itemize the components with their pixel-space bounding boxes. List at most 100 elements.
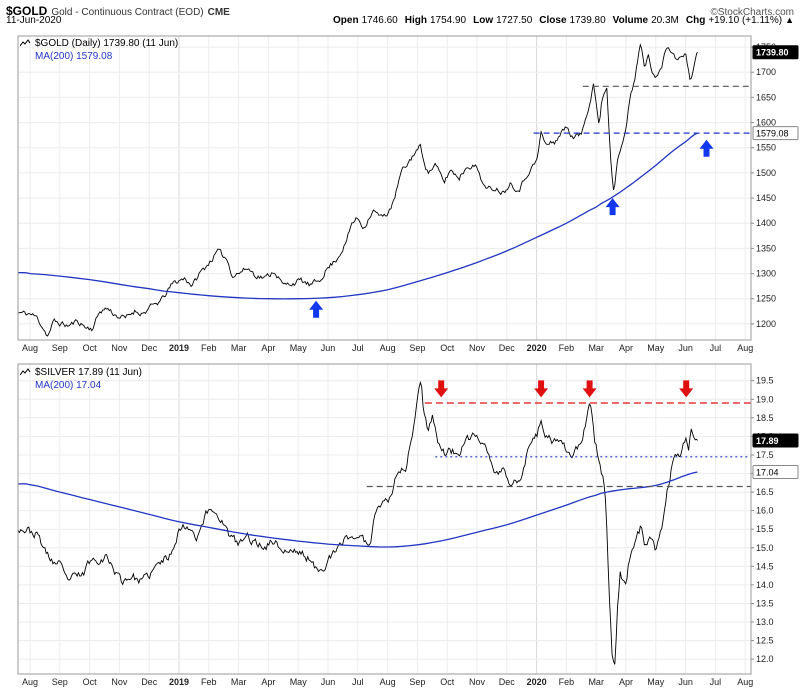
chart-date: 11-Jun-2020	[6, 15, 62, 26]
ma200-line	[18, 132, 698, 300]
y-tick-label: 16.0	[756, 506, 774, 516]
plot-border	[17, 363, 752, 675]
y-tick-label: 19.0	[756, 394, 774, 404]
price-label-text: 17.89	[756, 436, 779, 446]
x-tick-label: Apr	[261, 677, 275, 687]
x-tick-label: Feb	[559, 677, 575, 687]
x-tick-label: Mar	[588, 343, 604, 353]
x-tick-label: Aug	[380, 343, 396, 353]
down-arrow-annotation	[679, 380, 694, 398]
y-tick-label: 1550	[756, 143, 776, 153]
quote-label: Open	[333, 15, 359, 26]
y-tick-label: 1700	[756, 67, 776, 77]
quote-value: 1746.60	[361, 15, 398, 26]
x-tick-label: Jun	[678, 343, 693, 353]
x-tick-label: Oct	[83, 677, 98, 687]
x-tick-label: Sep	[52, 343, 68, 353]
x-tick-label: 2019	[169, 677, 189, 687]
y-tick-label: 1500	[756, 168, 776, 178]
y-tick-label: 15.5	[756, 524, 774, 534]
quote-value: 20.3M	[651, 15, 679, 26]
price-label-text: 17.04	[756, 468, 779, 478]
x-tick-label: Nov	[469, 677, 486, 687]
x-tick-label: Mar	[231, 343, 247, 353]
y-tick-label: 15.0	[756, 543, 774, 553]
price-label-text: 1739.80	[756, 48, 789, 58]
x-tick-label: Jul	[352, 343, 364, 353]
exchange: CME	[207, 7, 230, 18]
x-tick-label: Dec	[141, 343, 158, 353]
symbol: $GOLD	[6, 4, 48, 18]
y-tick-label: 14.5	[756, 561, 774, 571]
silver-legend-series-row: $SILVER 17.89 (11 Jun)	[20, 366, 142, 379]
last-price-label-box	[752, 45, 799, 60]
x-tick-label: 2019	[169, 343, 189, 353]
gold-chart: Aug Sep Oct Nov Dec 2019 Feb Mar Apr May Jun Jul Aug…	[17, 35, 799, 353]
up-arrow-annotation	[605, 198, 620, 216]
x-tick-label: Feb	[201, 677, 217, 687]
silver-legend-series: $SILVER 17.89 (11 Jun)	[35, 367, 142, 378]
down-arrow-annotation	[582, 380, 597, 398]
up-arrow-annotation	[309, 300, 324, 318]
x-tick-label: Jun	[321, 677, 336, 687]
x-tick-label: 2020	[527, 677, 547, 687]
quote-label: Close	[539, 15, 567, 26]
y-tick-label: 1400	[756, 218, 776, 228]
x-tick-label: Jul	[710, 343, 722, 353]
quote-label: Volume	[612, 15, 649, 26]
quote-label: High	[404, 15, 427, 26]
quote-value: 1727.50	[496, 15, 533, 26]
ma-price-label-box	[752, 126, 799, 141]
x-tick-label: Dec	[499, 677, 516, 687]
quote-label: Low	[473, 15, 494, 26]
x-tick-label: May	[290, 677, 308, 687]
y-tick-label: 14.0	[756, 580, 774, 590]
x-tick-label: Jul	[710, 677, 722, 687]
y-tick-label: 12.0	[756, 654, 774, 664]
y-tick-label: 19.5	[756, 376, 774, 386]
x-tick-label: Aug	[22, 677, 38, 687]
x-tick-label: Aug	[737, 343, 753, 353]
gold-chart-panel: Aug Sep Oct Nov Dec 2019 Feb Mar Apr May Jun Jul Aug…	[0, 28, 800, 358]
gold-legend: $GOLD (Daily) 1739.80 (11 Jun) MA(200) 1…	[20, 37, 178, 63]
ma200-line	[18, 471, 698, 548]
x-tick-label: Aug	[22, 343, 38, 353]
title-line: $GOLD Gold - Continuous Contract (EOD) CME	[6, 2, 230, 20]
x-tick-label: Jul	[352, 677, 364, 687]
change-up-arrow-icon: ▲	[785, 15, 794, 25]
ma-price-label-box	[752, 465, 799, 479]
x-tick-label: May	[647, 677, 665, 687]
quote-value: 1739.80	[569, 15, 606, 26]
x-tick-label: Nov	[111, 343, 128, 353]
x-tick-label: Oct	[83, 343, 98, 353]
x-tick-label: Dec	[499, 343, 516, 353]
silver-chart-panel: Aug Sep Oct Nov Dec 2019 Feb Mar Apr May Jun Jul Aug…	[0, 358, 800, 700]
x-tick-label: Mar	[231, 677, 247, 687]
x-tick-label: Feb	[201, 343, 217, 353]
x-tick-label: May	[647, 343, 665, 353]
y-tick-label: 12.5	[756, 636, 774, 646]
x-tick-label: Jun	[678, 677, 693, 687]
x-tick-label: Oct	[440, 343, 455, 353]
x-tick-label: Dec	[141, 677, 158, 687]
gold-legend-series: $GOLD (Daily) 1739.80 (11 Jun)	[35, 38, 179, 49]
y-tick-label: 13.0	[756, 617, 774, 627]
x-tick-label: Oct	[440, 677, 455, 687]
plot-border	[17, 35, 752, 341]
sparkline-icon	[20, 39, 31, 47]
x-tick-label: Feb	[559, 343, 575, 353]
y-tick-label: 1250	[756, 294, 776, 304]
symbol-description: Gold - Continuous Contract (EOD)	[51, 7, 204, 18]
quote-value: +19.10 (+1.11%)	[708, 15, 783, 26]
y-tick-label: 18.5	[756, 413, 774, 423]
silver-legend: $SILVER 17.89 (11 Jun) MA(200) 17.04	[20, 366, 142, 392]
x-tick-label: Nov	[111, 677, 128, 687]
x-tick-label: Apr	[619, 343, 633, 353]
silver-legend-ma: MA(200) 17.04	[35, 380, 102, 391]
x-tick-label: 2020	[527, 343, 547, 353]
x-tick-label: Aug	[380, 677, 396, 687]
down-arrow-annotation	[534, 380, 549, 398]
price-series-line	[18, 43, 698, 337]
down-arrow-annotation	[434, 380, 449, 398]
x-tick-label: Aug	[737, 677, 753, 687]
